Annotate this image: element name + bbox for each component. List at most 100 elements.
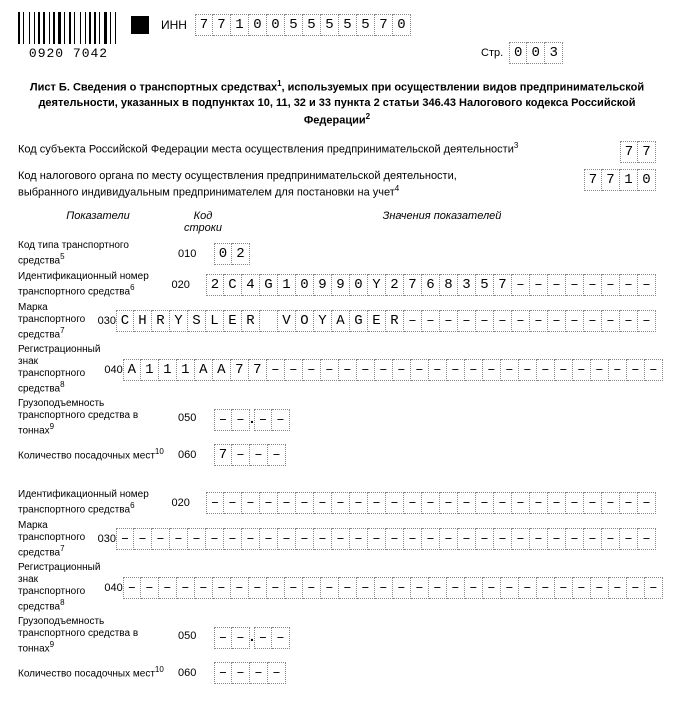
cell: – [609, 577, 627, 599]
row-code: 050 [178, 630, 214, 642]
cell: – [232, 409, 250, 431]
barcode-number: 0920 7042 [29, 46, 108, 61]
row-value: –––– [214, 662, 656, 684]
row-code: 030 [98, 533, 116, 545]
cell: – [232, 627, 250, 649]
cell: 0 [267, 14, 285, 36]
cell: – [620, 528, 638, 550]
cell: – [555, 359, 573, 381]
cell: – [548, 274, 566, 296]
cell: – [440, 528, 458, 550]
cell: – [152, 528, 170, 550]
cell: – [458, 310, 476, 332]
inn-label: ИНН [161, 18, 187, 32]
cell: A [195, 359, 213, 381]
cell: – [566, 310, 584, 332]
cell: – [627, 359, 645, 381]
cell: 9 [332, 274, 350, 296]
cell: – [339, 359, 357, 381]
row-label: Марка транспортного средства7 [18, 520, 98, 559]
cell: – [213, 577, 231, 599]
cell: – [548, 310, 566, 332]
cell: – [314, 492, 332, 514]
cell: – [123, 577, 141, 599]
cell: – [638, 274, 656, 296]
cell: H [134, 310, 152, 332]
cell: 1 [159, 359, 177, 381]
cell: – [278, 528, 296, 550]
cell: 7 [404, 274, 422, 296]
cell: – [645, 359, 663, 381]
cell: – [224, 492, 242, 514]
cell: 2 [206, 274, 224, 296]
cell: – [519, 577, 537, 599]
header-area: 0920 7042 ИНН 771005555570 Стр. 003 [18, 12, 656, 64]
cell: A [332, 310, 350, 332]
data-row: Идентификационный номер транспортного ср… [18, 271, 656, 299]
cell: 2 [232, 243, 250, 265]
cell: – [494, 310, 512, 332]
data-row: Грузоподъемность транспортного средства … [18, 616, 656, 655]
cell: – [476, 528, 494, 550]
cell: – [260, 528, 278, 550]
cell: 0 [249, 14, 267, 36]
cell: G [260, 274, 278, 296]
cell: – [512, 528, 530, 550]
inn-row: ИНН 771005555570 [161, 14, 656, 36]
cell: – [465, 359, 483, 381]
cell: – [188, 528, 206, 550]
cell: – [285, 359, 303, 381]
row-value: –––––––––––––––––––––––––––––– [116, 528, 656, 550]
row-code: 060 [178, 449, 214, 461]
cell: 0 [214, 243, 232, 265]
cell: – [332, 492, 350, 514]
cell: – [170, 528, 188, 550]
cell: 0 [527, 42, 545, 64]
cell: 2 [386, 274, 404, 296]
cell: – [440, 492, 458, 514]
cell: 5 [339, 14, 357, 36]
cell: – [458, 492, 476, 514]
cell: – [584, 528, 602, 550]
vehicle-block-2: Идентификационный номер транспортного ср… [18, 489, 656, 687]
cell: – [494, 528, 512, 550]
cell: – [530, 492, 548, 514]
cell: – [214, 662, 232, 684]
cell: – [249, 577, 267, 599]
cell: – [285, 577, 303, 599]
cell: – [242, 492, 260, 514]
cell: V [278, 310, 296, 332]
data-row: Марка транспортного средства7030CHRYSLER… [18, 302, 656, 341]
row-value: –––––––––––––––––––––––––––––– [123, 577, 663, 599]
data-row: Количество посадочных мест10060–––– [18, 659, 656, 687]
cell: 9 [314, 274, 332, 296]
cell: – [386, 528, 404, 550]
cell: C [116, 310, 134, 332]
cell: 6 [422, 274, 440, 296]
page-label: Стр. [481, 47, 503, 59]
cell: 0 [296, 274, 314, 296]
cell: 5 [303, 14, 321, 36]
cell: – [321, 359, 339, 381]
cell: R [152, 310, 170, 332]
cell: – [224, 528, 242, 550]
cell: 5 [357, 14, 375, 36]
cell: – [250, 662, 268, 684]
cell: 4 [242, 274, 260, 296]
cell: 7 [638, 141, 656, 163]
cell: – [386, 492, 404, 514]
cell: – [620, 274, 638, 296]
cell: – [458, 528, 476, 550]
cell: 1 [620, 169, 638, 191]
row-value: ––––––––––––––––––––––––– [206, 492, 656, 514]
cell: – [232, 444, 250, 466]
cell: – [638, 528, 656, 550]
cell: 7 [494, 274, 512, 296]
cell: – [411, 577, 429, 599]
cell: – [584, 492, 602, 514]
cell: – [278, 492, 296, 514]
cell: 5 [321, 14, 339, 36]
cell: – [206, 492, 224, 514]
cell: – [357, 577, 375, 599]
cell: – [530, 274, 548, 296]
